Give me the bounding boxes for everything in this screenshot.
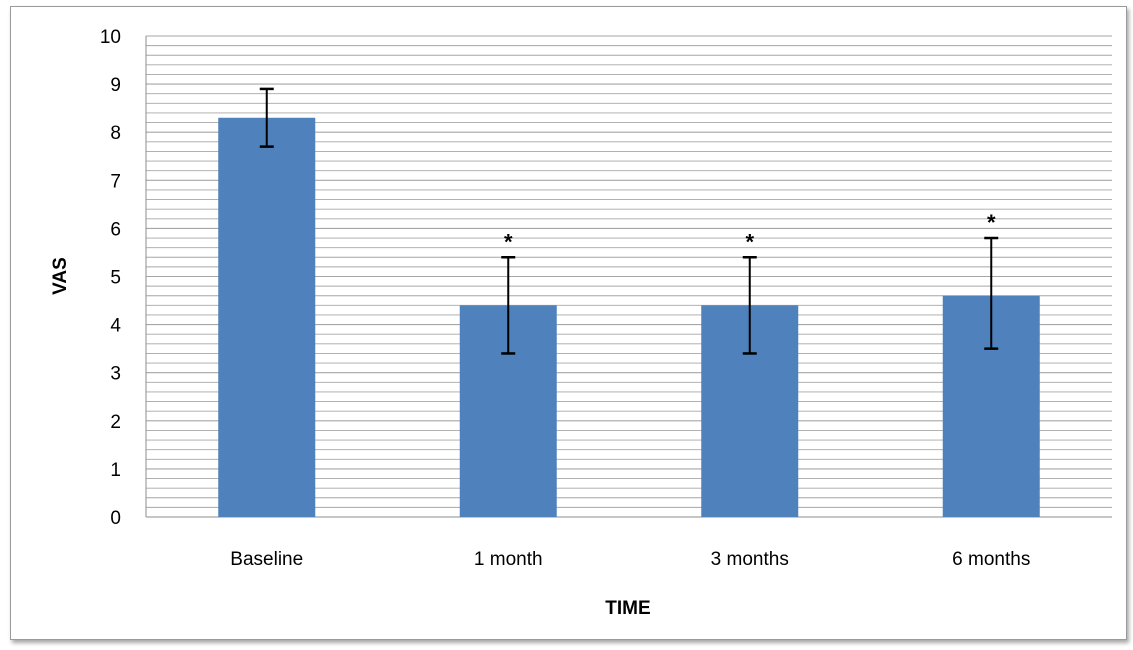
y-tick-label: 6 xyxy=(110,219,121,240)
bar xyxy=(218,117,316,518)
bars xyxy=(218,117,1040,518)
y-tick-label: 9 xyxy=(110,75,121,96)
y-tick-label: 1 xyxy=(110,460,121,481)
x-tick-label: 6 months xyxy=(952,549,1030,570)
y-tick-labels: 0 1 2 3 4 5 6 7 8 9 10 xyxy=(100,27,122,529)
error-bars xyxy=(259,87,999,355)
x-axis-title: TIME xyxy=(605,598,650,619)
significance-asterisk: * xyxy=(987,210,996,235)
x-tick-label: Baseline xyxy=(230,549,303,570)
y-tick-label: 10 xyxy=(100,27,121,48)
significance-asterisk: * xyxy=(504,229,513,254)
y-tick-label: 4 xyxy=(110,316,121,337)
y-tick-label: 7 xyxy=(110,171,121,192)
x-tick-label: 1 month xyxy=(474,549,543,570)
significance-markers: * * * xyxy=(504,210,996,254)
y-axis-title: VAS xyxy=(50,257,71,295)
significance-asterisk: * xyxy=(745,229,754,254)
x-tick-labels: Baseline 1 month 3 months 6 months xyxy=(230,549,1030,570)
x-tick-label: 3 months xyxy=(711,549,789,570)
y-tick-label: 3 xyxy=(110,364,121,385)
y-tick-label: 2 xyxy=(110,412,121,433)
y-tick-label: 8 xyxy=(110,123,121,144)
chart-frame xyxy=(10,6,1127,640)
y-tick-label: 0 xyxy=(110,508,121,529)
y-tick-label: 5 xyxy=(110,268,121,289)
